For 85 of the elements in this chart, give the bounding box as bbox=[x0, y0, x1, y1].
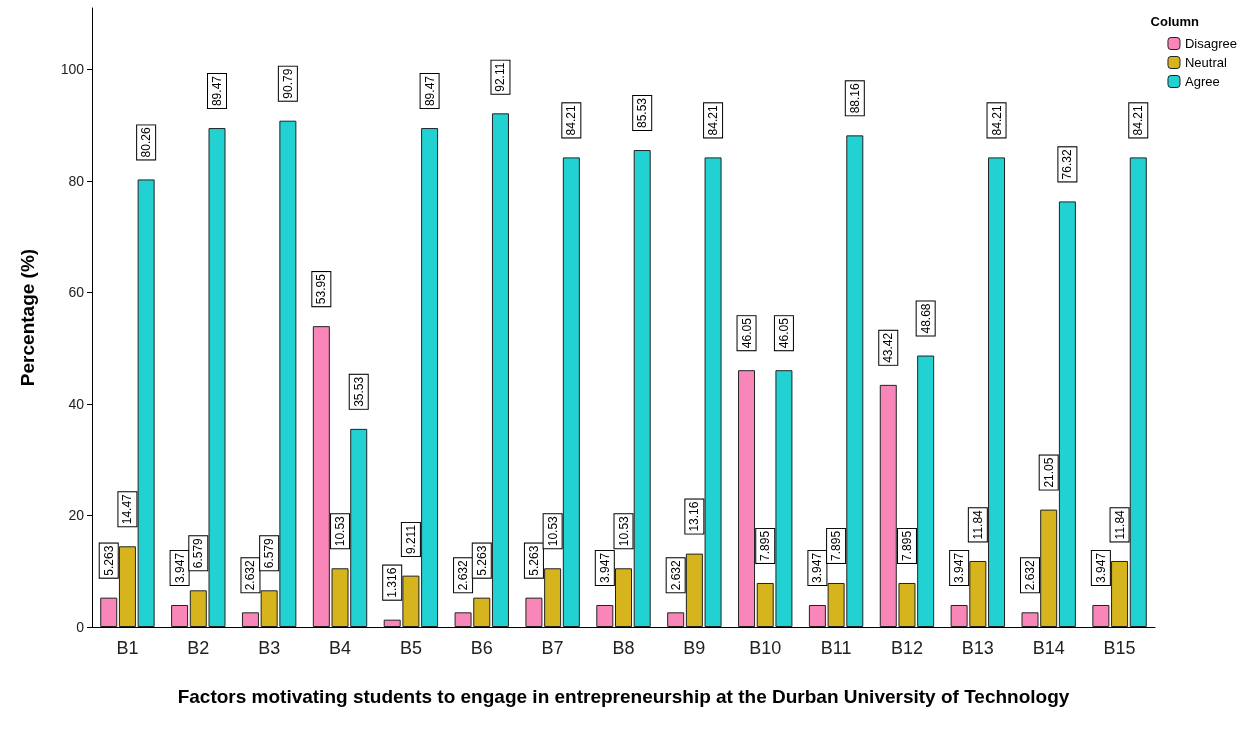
x-tick-label: B13 bbox=[961, 638, 994, 658]
data-label: 7.895 bbox=[758, 530, 773, 561]
data-label: 2.632 bbox=[243, 559, 258, 591]
data-label: 5.263 bbox=[474, 545, 489, 576]
x-tick-label: B3 bbox=[258, 638, 281, 658]
data-label: 46.05 bbox=[776, 317, 791, 349]
bar bbox=[615, 568, 632, 627]
x-tick-label: B14 bbox=[1032, 638, 1065, 658]
data-label: 3.947 bbox=[172, 552, 187, 583]
data-label: 76.32 bbox=[1060, 149, 1075, 180]
data-label: 46.05 bbox=[739, 317, 754, 349]
legend-label: Agree bbox=[1184, 74, 1220, 89]
data-label: 89.47 bbox=[422, 75, 437, 107]
x-tick-label: B5 bbox=[399, 638, 422, 658]
data-label: 6.579 bbox=[262, 537, 277, 569]
data-label: 13.16 bbox=[687, 501, 702, 532]
data-label: 3.947 bbox=[810, 552, 825, 583]
x-tick-label: B11 bbox=[820, 638, 852, 658]
data-label: 53.95 bbox=[314, 273, 329, 305]
data-label: 10.53 bbox=[616, 515, 631, 547]
y-tick-label: 80 bbox=[68, 172, 85, 189]
legend-label: Disagree bbox=[1184, 36, 1238, 51]
bar bbox=[633, 150, 651, 627]
data-label: 10.53 bbox=[333, 515, 348, 547]
bar bbox=[491, 113, 509, 627]
data-label: 11.84 bbox=[970, 509, 985, 540]
data-label: 84.21 bbox=[989, 105, 1004, 136]
data-label: 84.21 bbox=[564, 105, 579, 136]
bar bbox=[171, 604, 189, 627]
data-label: 1.316 bbox=[385, 567, 400, 598]
x-tick-label: B12 bbox=[890, 638, 923, 658]
data-label: 88.16 bbox=[847, 83, 862, 114]
x-tick-label: B15 bbox=[1103, 638, 1136, 658]
y-tick-label: 60 bbox=[68, 284, 85, 301]
data-label: 6.579 bbox=[191, 537, 206, 569]
bar bbox=[596, 604, 614, 627]
data-label: 85.53 bbox=[635, 97, 650, 129]
data-label: 48.68 bbox=[918, 303, 933, 334]
y-tick-label: 0 bbox=[76, 619, 85, 635]
x-tick-label: B1 bbox=[116, 638, 139, 658]
bar bbox=[241, 612, 259, 627]
bar bbox=[1129, 157, 1147, 627]
legend-label: Neutral bbox=[1184, 55, 1227, 70]
data-label: 9.211 bbox=[403, 524, 418, 555]
data-label: 90.79 bbox=[280, 68, 295, 99]
y-axis-title: Percentage (%) bbox=[17, 248, 38, 387]
data-label: 84.21 bbox=[1131, 105, 1146, 136]
data-label: 3.947 bbox=[1093, 552, 1108, 583]
data-label: 2.632 bbox=[668, 559, 683, 591]
bar bbox=[1058, 201, 1076, 627]
data-label: 7.895 bbox=[899, 530, 914, 561]
x-tick-label: B6 bbox=[470, 638, 493, 658]
data-label: 84.21 bbox=[706, 105, 721, 136]
x-axis-title: Factors motivating students to engage in entrepreneurship at the Durban University of Technology bbox=[177, 685, 1070, 707]
x-tick-label: B7 bbox=[541, 638, 564, 658]
data-label: 7.895 bbox=[829, 530, 844, 561]
data-label: 3.947 bbox=[597, 552, 612, 583]
x-tick-label: B4 bbox=[329, 638, 352, 658]
data-label: 5.263 bbox=[526, 545, 541, 576]
x-tick-label: B9 bbox=[683, 638, 706, 658]
data-label: 2.632 bbox=[456, 559, 471, 591]
x-tick-label: B8 bbox=[612, 638, 635, 658]
legend-title: Column bbox=[1150, 14, 1200, 29]
x-tick-label: B10 bbox=[749, 638, 782, 658]
data-label: 5.263 bbox=[101, 545, 116, 576]
y-tick-label: 20 bbox=[68, 507, 85, 524]
data-label: 21.05 bbox=[1041, 457, 1056, 488]
bar bbox=[988, 157, 1006, 627]
bar bbox=[667, 612, 685, 627]
y-tick-label: 40 bbox=[68, 395, 85, 412]
y-tick-label: 100 bbox=[60, 61, 85, 78]
data-label: 35.53 bbox=[351, 376, 366, 407]
data-label: 3.947 bbox=[952, 552, 967, 583]
data-label: 14.47 bbox=[120, 493, 135, 525]
bar bbox=[738, 370, 756, 627]
data-label: 80.26 bbox=[139, 127, 154, 158]
data-label: 92.11 bbox=[493, 62, 508, 92]
x-tick-label: B2 bbox=[187, 638, 210, 658]
data-label: 10.53 bbox=[545, 515, 560, 547]
bar bbox=[100, 597, 118, 627]
data-label: 89.47 bbox=[210, 75, 224, 107]
bar bbox=[562, 157, 580, 627]
data-label: 11.84 bbox=[1112, 509, 1127, 540]
data-label: 2.632 bbox=[1023, 559, 1037, 591]
data-label: 43.42 bbox=[881, 332, 896, 363]
